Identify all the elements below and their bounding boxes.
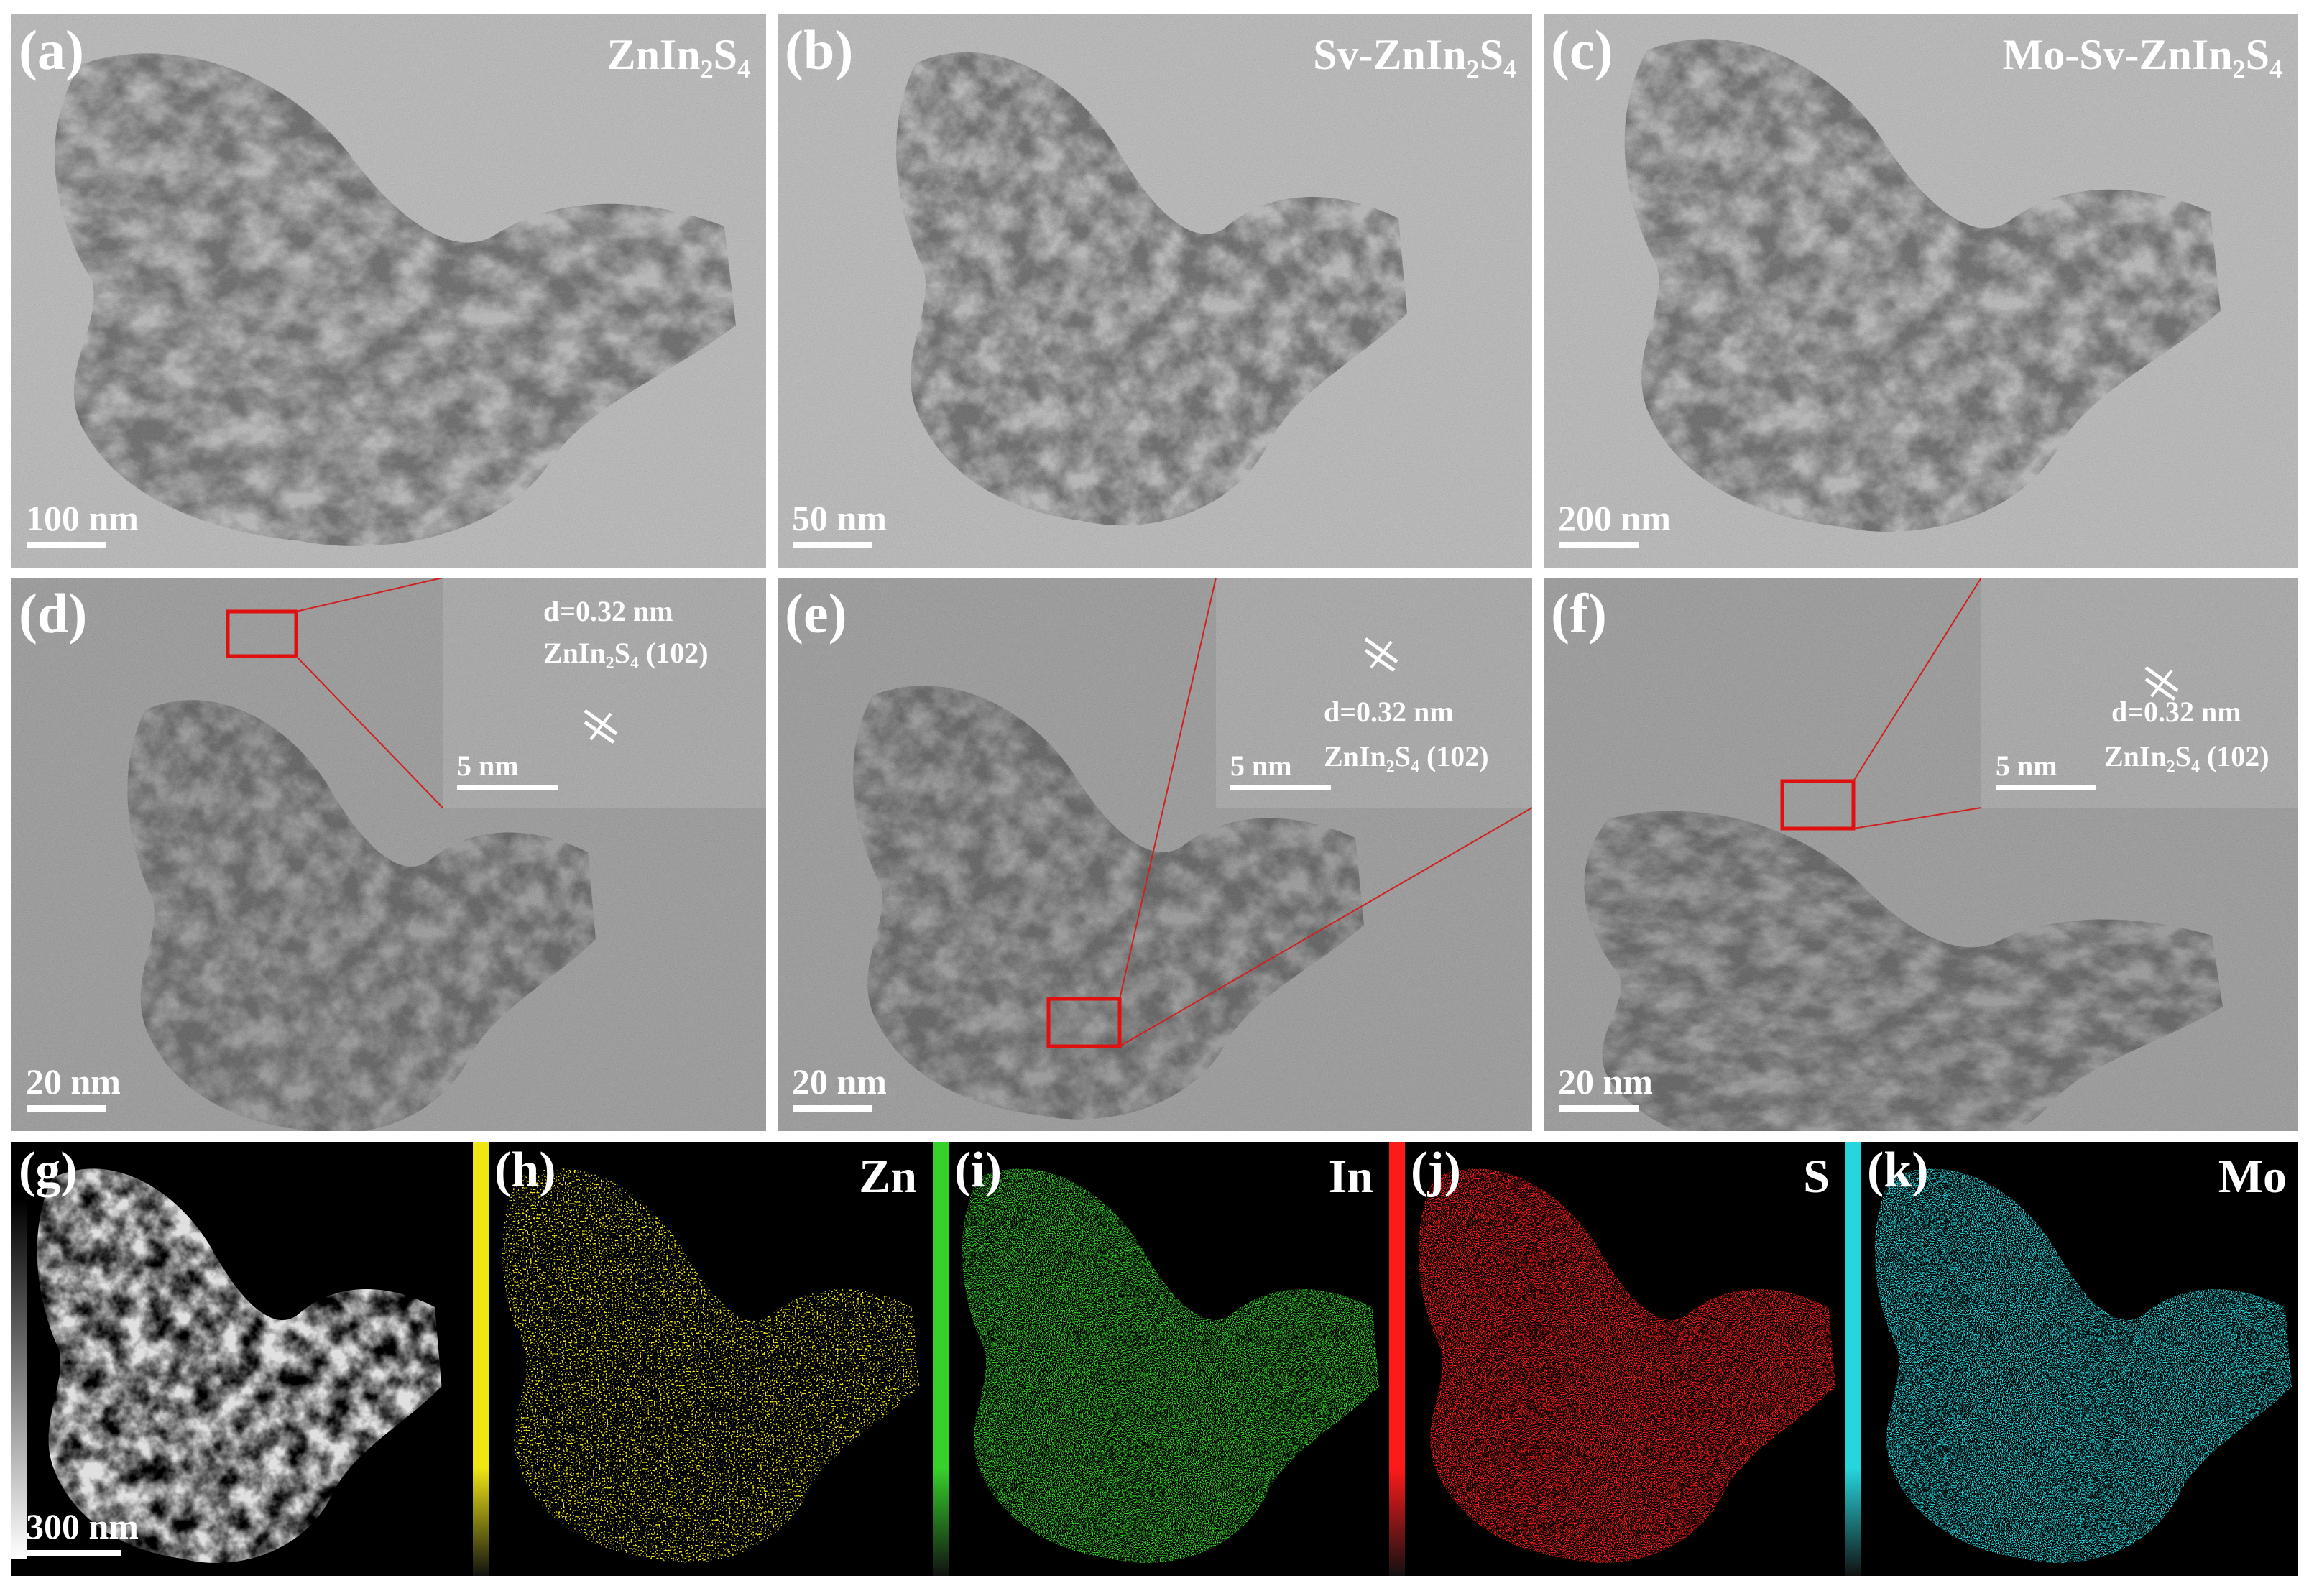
scale-bar xyxy=(1559,1105,1639,1112)
scale-bar-label: 200 nm xyxy=(1558,498,1671,538)
scale-bar-label: 100 nm xyxy=(26,498,139,538)
panel-label: (f) xyxy=(1551,582,1607,645)
micrograph xyxy=(11,1142,469,1576)
inset-scale-bar xyxy=(1996,785,2096,790)
zoom-box xyxy=(226,609,298,658)
micrograph xyxy=(778,14,1532,568)
lattice-marker xyxy=(1370,640,1393,669)
lattice-plane: ZnIn₂S₄ (102) xyxy=(2104,740,2269,772)
scale-bar-label: 20 nm xyxy=(792,1061,887,1102)
zoom-line xyxy=(1853,807,1982,829)
image-noise xyxy=(778,14,1532,568)
panel-label: (c) xyxy=(1551,19,1613,81)
color-bar xyxy=(1389,1142,1405,1576)
panel: (j) S xyxy=(1385,1142,1841,1576)
scale-bar xyxy=(27,1105,106,1112)
inset-noise xyxy=(1981,578,2298,808)
scale-bar xyxy=(793,1105,872,1112)
zoom-line xyxy=(1853,578,1982,782)
panel: (i) In xyxy=(928,1142,1385,1576)
scale-bar xyxy=(27,1550,121,1556)
lattice-marker xyxy=(2144,677,2176,701)
image-noise xyxy=(1544,14,2298,568)
element-label: In xyxy=(1329,1150,1373,1203)
element-label: Mo xyxy=(2218,1150,2287,1203)
d-spacing: d=0.32 nm xyxy=(543,595,673,627)
micrograph xyxy=(1385,1142,1841,1576)
panel-title: ZnIn₂S₄ xyxy=(607,31,750,78)
micrograph xyxy=(778,578,1532,1131)
panel: (b) Sv-ZnIn₂S₄ 50 nm xyxy=(778,14,1532,568)
panel-label: (j) xyxy=(1411,1143,1461,1198)
panel: (c) Mo-Sv-ZnIn₂S₄ 200 nm xyxy=(1544,14,2298,568)
panel-label: (e) xyxy=(785,582,847,645)
zoom-line xyxy=(1119,807,1532,1047)
lattice-marker xyxy=(1364,637,1398,664)
micrograph xyxy=(928,1142,1385,1576)
scale-bar-label: 300 nm xyxy=(26,1506,139,1546)
inset-scale-label: 5 nm xyxy=(457,749,519,782)
panel: d=0.32 nm ZnIn₂S₄ (102) 5 nm (f) 20 nm xyxy=(1544,578,2298,1131)
lattice-plane: ZnIn₂S₄ (102) xyxy=(1324,740,1489,772)
lattice-marker xyxy=(1364,648,1396,673)
panel-label: (i) xyxy=(954,1143,1002,1198)
element-label: Zn xyxy=(859,1150,917,1203)
lattice-plane: ZnIn₂S₄ (102) xyxy=(543,637,709,669)
panel-label: (k) xyxy=(1867,1143,1929,1198)
micrograph xyxy=(11,578,766,1131)
zoom-line xyxy=(295,578,443,612)
scale-bar xyxy=(27,542,106,548)
lattice-marker xyxy=(2144,665,2179,693)
panel: (a) ZnIn₂S₄ 100 nm xyxy=(11,14,766,568)
panel-label: (a) xyxy=(19,19,84,81)
inset-scale-label: 5 nm xyxy=(1996,749,2057,782)
color-bar xyxy=(473,1142,489,1576)
scale-bar-label: 50 nm xyxy=(792,498,887,538)
scale-bar xyxy=(1559,542,1639,548)
element-label: S xyxy=(1803,1150,1830,1203)
intensity-bar xyxy=(11,1199,27,1559)
lattice-marker xyxy=(584,709,618,736)
panel: (h) Zn xyxy=(469,1142,928,1576)
zoom-box xyxy=(1046,997,1122,1048)
zoom-line xyxy=(1119,578,1217,1000)
lattice-marker xyxy=(589,712,612,741)
scale-bar-label: 20 nm xyxy=(1558,1061,1653,1102)
inset-scale-bar xyxy=(457,785,558,790)
zoom-line xyxy=(295,655,443,808)
inset-scale-bar xyxy=(1230,785,1331,790)
micrograph xyxy=(11,14,766,568)
panel: (g) 300 nm xyxy=(11,1142,469,1576)
panel-label: (b) xyxy=(785,19,853,81)
micrograph xyxy=(469,1142,928,1576)
panel-title: Mo-Sv-ZnIn₂S₄ xyxy=(2003,31,2282,78)
panel-title: Sv-ZnIn₂S₄ xyxy=(1313,31,1516,78)
lattice-marker xyxy=(584,720,615,744)
panel-label: (h) xyxy=(494,1143,556,1198)
color-bar xyxy=(933,1142,949,1576)
zoom-box xyxy=(1780,779,1856,831)
micrograph xyxy=(1841,1142,2298,1576)
panel: d=0.32 nm ZnIn₂S₄ (102) 5 nm (e) 20 nm xyxy=(778,578,1532,1131)
color-bar xyxy=(1845,1142,1861,1576)
panel-label: (g) xyxy=(19,1143,78,1198)
panel: d=0.32 nm ZnIn₂S₄ (102) 5 nm (d) 20 nm xyxy=(11,578,766,1131)
d-spacing: d=0.32 nm xyxy=(1324,696,1454,728)
inset-noise xyxy=(1216,578,1532,808)
d-spacing: d=0.32 nm xyxy=(2111,696,2241,728)
panel: (k) Mo xyxy=(1841,1142,2298,1576)
image-noise xyxy=(11,14,766,568)
panel-label: (d) xyxy=(19,582,87,645)
scale-bar-label: 20 nm xyxy=(26,1061,121,1102)
scale-bar xyxy=(793,542,872,548)
micrograph xyxy=(1544,578,2298,1131)
inset-noise xyxy=(443,578,766,808)
inset-scale-label: 5 nm xyxy=(1230,749,1292,782)
lattice-marker xyxy=(2150,669,2173,698)
micrograph xyxy=(1544,14,2298,568)
